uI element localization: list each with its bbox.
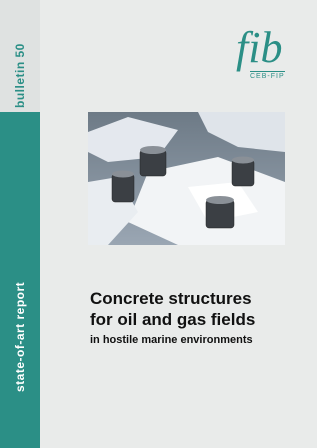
logo: fib	[236, 26, 282, 70]
subtitle: in hostile marine environments	[90, 334, 253, 346]
cover-photo	[88, 112, 285, 245]
series-label: bulletin 50	[13, 43, 27, 108]
book-cover: bulletin 50 state-of-art report fib CEB-…	[0, 0, 317, 448]
title-line: Concrete structures	[90, 289, 252, 309]
logo-subtext: CEB-FIP	[250, 71, 285, 80]
title-line: for oil and gas fields	[90, 310, 255, 330]
side-label: state-of-art report	[13, 282, 27, 392]
side-strip	[0, 112, 40, 448]
